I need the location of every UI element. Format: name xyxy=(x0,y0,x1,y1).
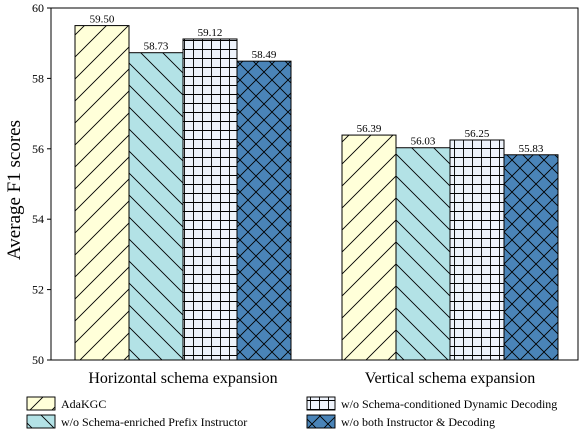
y-tick-label: 52 xyxy=(32,283,44,297)
plot-frame xyxy=(50,7,579,361)
y-tick-label: 50 xyxy=(32,353,44,367)
bar-value-labels: 59.50 58.73 59.12 58.49 56.39 56.03 56.25 55.83 xyxy=(90,14,544,155)
bars xyxy=(74,25,559,361)
bar-hatch xyxy=(74,25,130,361)
bar-value-label: 56.25 xyxy=(465,128,490,140)
bar-value-label: 59.12 xyxy=(198,27,223,39)
bar-hatch xyxy=(182,38,238,361)
y-tick-label: 54 xyxy=(32,212,44,226)
y-tick-label: 60 xyxy=(32,1,44,15)
legend-swatch-hatch xyxy=(306,396,336,411)
bar-value-label: 56.39 xyxy=(357,123,382,135)
bar-hatch xyxy=(503,154,559,361)
legend-label-dynamic-decoding: w/o Schema-conditioned Dynamic Decoding xyxy=(341,397,557,411)
bar-hatch xyxy=(395,147,451,361)
legend-label-adakgc: AdaKGC xyxy=(61,397,106,411)
y-axis-ticks: 50 52 54 56 58 60 xyxy=(32,1,51,367)
bar-value-label: 59.50 xyxy=(90,14,115,26)
bar-hatch xyxy=(128,52,184,361)
legend-label-both: w/o both Instructor & Decoding xyxy=(341,415,495,429)
legend-swatch-hatch xyxy=(26,414,56,429)
legend-label-prefix-instructor: w/o Schema-enriched Prefix Instructor xyxy=(61,415,247,429)
y-axis-title: Average F1 scores xyxy=(4,120,25,260)
category-label-vertical: Vertical schema expansion xyxy=(365,370,536,387)
legend-swatch-hatch xyxy=(306,414,336,429)
category-label-horizontal: Horizontal schema expansion xyxy=(88,370,277,387)
bar-value-label: 58.49 xyxy=(252,49,277,61)
y-tick-label: 56 xyxy=(32,142,44,156)
bar-hatch xyxy=(236,60,292,361)
bar-value-label: 58.73 xyxy=(144,41,169,53)
legend-swatch-hatch xyxy=(26,396,56,411)
bar-hatch xyxy=(449,139,505,361)
bar-value-label: 56.03 xyxy=(411,136,436,148)
bar-hatch xyxy=(341,134,397,361)
bar-value-label: 55.83 xyxy=(519,143,544,155)
y-tick-label: 58 xyxy=(32,71,44,85)
legend: AdaKGC w/o Schema-enriched Prefix Instru… xyxy=(26,396,557,429)
